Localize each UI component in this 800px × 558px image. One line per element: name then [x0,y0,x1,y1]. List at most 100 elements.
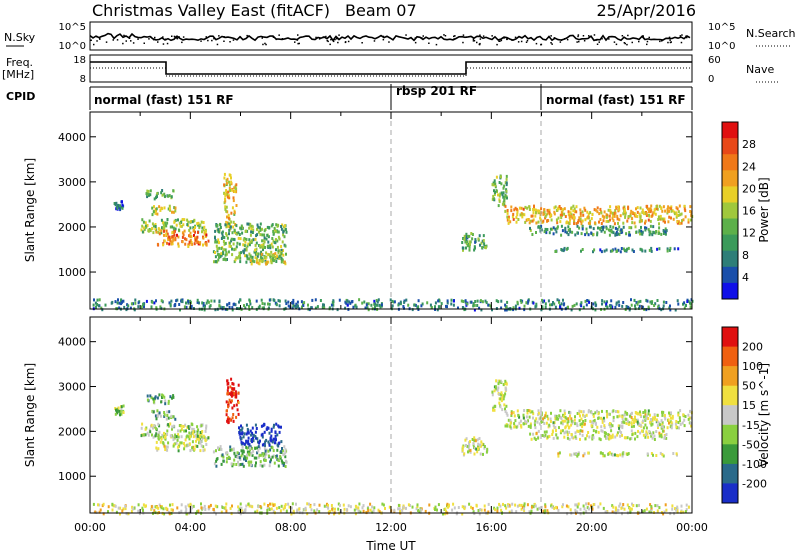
heatmap-cell [361,301,364,305]
nsearch-point [162,43,165,45]
heatmap-cell [270,250,273,254]
heatmap-cell [216,240,218,244]
heatmap-cell [500,391,503,395]
heatmap-cell [651,213,654,217]
heatmap-cell [199,433,202,437]
heatmap-cell [516,213,519,217]
nsearch-point [162,36,164,38]
heatmap-cell [185,305,188,309]
heatmap-cell [643,415,645,419]
heatmap-cell [151,426,154,430]
heatmap-cell [497,204,500,208]
heatmap-cell [204,439,207,443]
heatmap-cell [507,418,510,422]
heatmap-cell [554,426,557,429]
heatmap-cell [638,422,641,426]
heatmap-cell [237,401,240,405]
heatmap-cell [259,244,261,248]
heatmap-cell [132,507,135,511]
heatmap-cell [149,394,152,398]
heatmap-cell [561,213,563,217]
heatmap-cell [544,305,547,309]
heatmap-cell [663,510,666,514]
heatmap-cell [587,221,590,225]
heatmap-cell [154,210,157,214]
heatmap-cell [564,430,567,434]
heatmap-cell [280,248,283,252]
nsearch-point [667,37,670,39]
heatmap-cell [272,230,275,233]
heatmap-cell [329,509,331,513]
heatmap-cell [550,504,553,508]
ytick-label: 3000 [58,381,86,394]
heatmap-cell [141,506,144,510]
heatmap-cell [523,508,526,512]
heatmap-cell [304,506,307,510]
nsearch-point [444,35,447,37]
heatmap-cell [655,454,658,457]
heatmap-cell [224,199,227,203]
heatmap-cell [581,433,584,437]
heatmap-cell [358,502,361,506]
heatmap-cell [276,224,279,228]
heatmap-cell [544,214,547,218]
nsearch-point [318,38,321,40]
heatmap-cell [186,425,189,429]
heatmap-cell [119,204,121,208]
heatmap-cell [629,510,632,514]
heatmap-cell [187,301,190,305]
heatmap-cell [156,242,159,246]
heatmap-cell [644,219,647,223]
heatmap-cell [169,208,172,212]
heatmap-cell [295,302,298,306]
heatmap-cell [647,228,650,232]
heatmap-cell [224,506,227,510]
heatmap-cell [201,230,203,234]
heatmap-cell [579,437,581,441]
heatmap-cell [645,433,648,437]
heatmap-cell [261,435,264,439]
heatmap-cell [144,433,147,437]
heatmap-cell [619,214,622,218]
heatmap-cell [573,207,576,211]
heatmap-cell [473,248,476,252]
heatmap-cell [173,230,175,234]
heatmap-cell [590,504,592,508]
heatmap-cell [150,505,153,509]
heatmap-cell [685,503,688,507]
heatmap-cell [239,237,242,241]
heatmap-cell [355,505,358,509]
heatmap-cell [278,506,281,510]
heatmap-cell [666,211,669,215]
heatmap-cell [166,232,169,236]
heatmap-cell [497,300,500,304]
heatmap-cell [659,423,661,427]
heatmap-cell [230,462,233,466]
heatmap-cell [588,435,591,439]
heatmap-cell [505,506,508,510]
heatmap-cell [157,433,160,437]
heatmap-cell [611,453,614,457]
ytick-label: 3000 [58,176,86,189]
heatmap-cell [505,183,508,187]
heatmap-cell [232,225,235,229]
heatmap-cell [261,239,264,243]
heatmap-cell [466,302,469,306]
heatmap-cell [579,423,582,427]
heatmap-cell [611,424,614,428]
nsearch-point [479,42,481,45]
heatmap-cell [251,453,254,457]
heatmap-cell [568,437,571,441]
heatmap-cell [493,179,496,183]
heatmap-cell [662,300,665,304]
nsearch-point [472,40,475,42]
heatmap-cell [162,394,165,398]
heatmap-cell [127,304,130,308]
heatmap-cell [225,190,228,194]
heatmap-cell [248,243,251,247]
heatmap-cell [147,193,150,197]
heatmap-cell [203,225,206,229]
heatmap-cell [644,249,647,253]
heatmap-cell [600,429,603,433]
heatmap-cell [634,213,637,217]
